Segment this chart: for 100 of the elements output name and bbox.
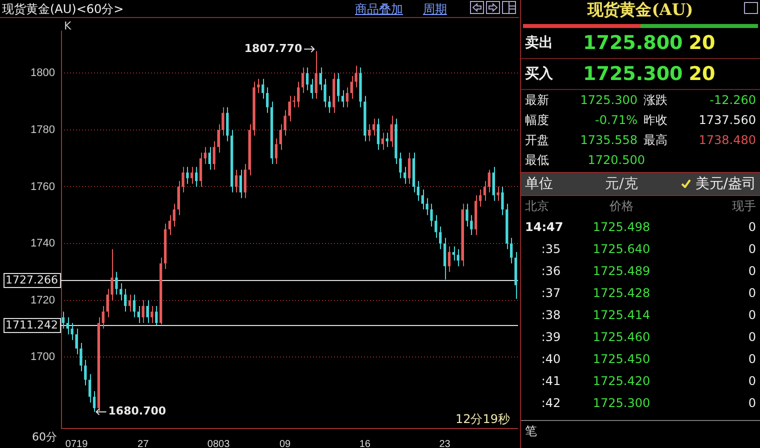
x-tick-label: 16 xyxy=(359,438,371,448)
y-tick-label: 1800 xyxy=(30,67,55,80)
candlestick xyxy=(262,78,264,100)
text: 现货黄金(AU) xyxy=(586,0,694,21)
candlestick xyxy=(399,152,402,179)
text: 元/克 xyxy=(604,175,639,193)
candlestick xyxy=(115,271,118,296)
candlestick xyxy=(120,282,122,301)
candlestick xyxy=(496,186,500,202)
text: 1725.450 xyxy=(592,352,652,366)
y-tick-label: 1700 xyxy=(30,351,55,364)
y-tick-label: 1720 xyxy=(30,294,55,306)
text: 0 xyxy=(747,264,756,278)
candlestick xyxy=(226,106,229,142)
text: 1725.800 xyxy=(583,32,683,54)
candlestick xyxy=(199,152,202,188)
text: :38 xyxy=(540,308,562,322)
candlestick xyxy=(186,166,189,184)
candlestick xyxy=(314,50,318,100)
candlestick xyxy=(70,322,74,341)
candlestick xyxy=(102,305,104,330)
text: 涨跌 xyxy=(644,92,668,108)
text: 买入 xyxy=(525,65,554,83)
candlestick xyxy=(306,67,309,91)
text: 卖出 xyxy=(525,34,554,52)
candlestick xyxy=(310,78,314,100)
text: 开盘 xyxy=(525,132,550,148)
text: 最新 xyxy=(525,92,550,108)
text: 0 xyxy=(747,330,756,344)
text: 0 xyxy=(747,396,756,410)
candlestick xyxy=(346,86,349,108)
text: :37 xyxy=(540,286,562,300)
text: :40 xyxy=(540,352,562,366)
candlestick xyxy=(274,138,278,165)
text: 1725.428 xyxy=(592,286,652,300)
text: 1737.560 xyxy=(698,113,756,127)
text: 0 xyxy=(747,308,756,322)
candlestick xyxy=(204,146,207,165)
text: 周期 xyxy=(423,1,447,18)
candlestick xyxy=(146,300,149,324)
candlestick xyxy=(341,90,344,108)
text: :35 xyxy=(540,242,562,256)
annotation: 1680.700 xyxy=(108,404,166,418)
candlestick xyxy=(456,248,460,267)
text: 美元/盎司 xyxy=(694,175,756,193)
candlestick xyxy=(439,226,442,250)
x-axis-title: 60分 xyxy=(32,430,57,444)
text: 1725.300 xyxy=(592,396,652,410)
candlestick xyxy=(239,169,242,199)
candlestick xyxy=(257,78,260,94)
candlestick xyxy=(128,294,132,312)
x-tick-label: 27 xyxy=(138,438,150,448)
candlestick xyxy=(376,118,380,150)
candlestick xyxy=(448,246,451,272)
candlestick xyxy=(466,203,468,227)
candlestick xyxy=(408,152,411,184)
text: 20 xyxy=(688,32,716,54)
text: 1725.460 xyxy=(592,330,652,344)
text: 0 xyxy=(747,242,756,256)
candlestick xyxy=(234,169,238,193)
candlestick xyxy=(328,95,331,114)
candlestick xyxy=(386,132,388,148)
text: 昨收 xyxy=(644,112,668,128)
candlestick xyxy=(155,305,158,326)
candlestick xyxy=(212,140,216,170)
candlestick xyxy=(244,164,246,199)
x-tick-label: 0803 xyxy=(207,438,230,448)
candlestick xyxy=(150,305,154,324)
annotation: K xyxy=(64,19,72,32)
text: 1725.300 xyxy=(583,63,683,85)
text: 1725.498 xyxy=(592,220,652,234)
candlestick xyxy=(452,246,455,262)
candlestick xyxy=(488,169,490,193)
candlestick xyxy=(470,214,473,236)
candlestick xyxy=(416,180,420,202)
text: 1735.558 xyxy=(579,133,638,147)
x-tick-label: 0719 xyxy=(65,438,88,448)
candlestick xyxy=(66,316,69,335)
text: :41 xyxy=(540,374,562,388)
candlestick xyxy=(301,67,304,94)
text: 0 xyxy=(747,220,756,234)
candlestick xyxy=(501,186,504,216)
candlestick xyxy=(430,203,433,227)
candlestick xyxy=(124,288,127,312)
text: :39 xyxy=(540,330,562,344)
candlestick xyxy=(336,72,340,102)
text: 幅度 xyxy=(525,112,550,128)
candlestick xyxy=(483,180,486,202)
candlestick xyxy=(443,237,446,280)
candlestick xyxy=(492,166,495,202)
candlestick xyxy=(132,294,136,318)
candlestick xyxy=(172,203,176,227)
text: 20 xyxy=(688,63,716,85)
text: 0 xyxy=(747,286,756,300)
text: 0 xyxy=(747,352,756,366)
annotation: 12分19秒 xyxy=(455,412,510,426)
text: :42 xyxy=(540,396,562,410)
text: 14:47 xyxy=(525,220,564,234)
candlestick xyxy=(404,166,406,184)
y-tick-label: 1760 xyxy=(30,180,55,193)
